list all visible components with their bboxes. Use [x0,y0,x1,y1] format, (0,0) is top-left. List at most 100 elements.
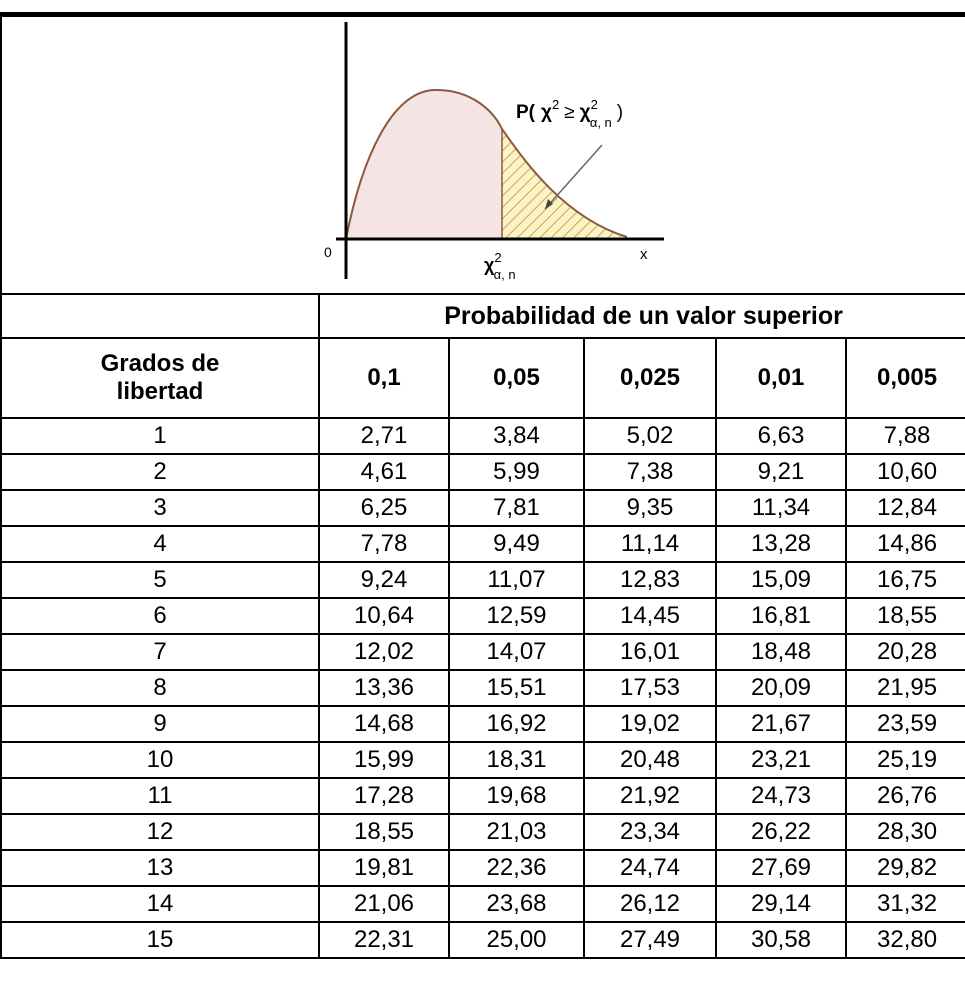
column-header: 0,1 [319,338,449,418]
pointer [545,145,602,209]
value-cell: 25,00 [449,922,584,958]
degrees-cell: 2 [1,454,319,490]
origin-label: 0 [324,244,332,260]
value-cell: 20,09 [716,670,846,706]
value-cell: 14,45 [584,598,716,634]
value-cell: 9,49 [449,526,584,562]
row-header: Grados de libertad [75,350,245,406]
value-cell: 2,71 [319,418,449,454]
degrees-cell: 1 [1,418,319,454]
value-cell: 12,59 [449,598,584,634]
degrees-cell: 5 [1,562,319,598]
degrees-cell: 8 [1,670,319,706]
value-cell: 7,88 [846,418,965,454]
value-cell: 23,21 [716,742,846,778]
value-cell: 19,02 [584,706,716,742]
data-row: 914,6816,9219,0221,6723,59 [1,706,965,742]
value-cell: 20,28 [846,634,965,670]
value-cell: 21,95 [846,670,965,706]
value-cell: 22,31 [319,922,449,958]
degrees-cell: 9 [1,706,319,742]
value-cell: 6,63 [716,418,846,454]
value-cell: 23,59 [846,706,965,742]
value-cell: 13,36 [319,670,449,706]
value-cell: 7,81 [449,490,584,526]
value-cell: 29,14 [716,886,846,922]
column-header: 0,005 [846,338,965,418]
value-cell: 12,02 [319,634,449,670]
degrees-cell: 3 [1,490,319,526]
degrees-cell: 13 [1,850,319,886]
value-cell: 10,64 [319,598,449,634]
value-cell: 27,49 [584,922,716,958]
value-cell: 13,28 [716,526,846,562]
value-cell: 21,06 [319,886,449,922]
value-cell: 7,38 [584,454,716,490]
x-axis-label: x [640,246,648,263]
value-cell: 31,32 [846,886,965,922]
value-cell: 14,86 [846,526,965,562]
value-cell: 20,48 [584,742,716,778]
degrees-cell: 4 [1,526,319,562]
value-cell: 6,25 [319,490,449,526]
value-cell: 22,36 [449,850,584,886]
value-cell: 11,34 [716,490,846,526]
value-cell: 32,80 [846,922,965,958]
degrees-cell: 7 [1,634,319,670]
value-cell: 11,14 [584,526,716,562]
degrees-cell: 15 [1,922,319,958]
degrees-cell: 10 [1,742,319,778]
value-cell: 3,84 [449,418,584,454]
value-cell: 26,22 [716,814,846,850]
value-cell: 16,81 [716,598,846,634]
value-cell: 14,07 [449,634,584,670]
column-header: 0,05 [449,338,584,418]
value-cell: 24,73 [716,778,846,814]
empty-cell [1,294,319,338]
probability-label: P(χ2≥χ2α, n) [516,97,623,130]
data-row: 1015,9918,3120,4823,2125,19 [1,742,965,778]
value-cell: 18,55 [846,598,965,634]
group-header: Probabilidad de un valor superior [319,294,965,338]
value-cell: 19,68 [449,778,584,814]
value-cell: 23,34 [584,814,716,850]
value-cell: 9,24 [319,562,449,598]
value-cell: 18,55 [319,814,449,850]
degrees-cell: 14 [1,886,319,922]
value-cell: 26,12 [584,886,716,922]
degrees-cell: 6 [1,598,319,634]
value-cell: 21,03 [449,814,584,850]
value-cell: 16,75 [846,562,965,598]
value-cell: 4,61 [319,454,449,490]
table-body: Probabilidad de un valor superior Grados… [1,294,965,958]
group-header-row: Probabilidad de un valor superior [1,294,965,338]
value-cell: 28,30 [846,814,965,850]
value-cell: 17,53 [584,670,716,706]
value-cell: 15,09 [716,562,846,598]
value-cell: 16,92 [449,706,584,742]
page: P(χ2≥χ2α, n) 0 x χ2α, n Probabilidad de … [0,0,965,996]
value-cell: 9,21 [716,454,846,490]
value-cell: 9,35 [584,490,716,526]
value-cell: 21,67 [716,706,846,742]
value-cell: 7,78 [319,526,449,562]
value-cell: 24,74 [584,850,716,886]
value-cell: 26,76 [846,778,965,814]
value-cell: 15,99 [319,742,449,778]
value-cell: 12,83 [584,562,716,598]
data-row: 1117,2819,6821,9224,7326,76 [1,778,965,814]
value-cell: 16,01 [584,634,716,670]
